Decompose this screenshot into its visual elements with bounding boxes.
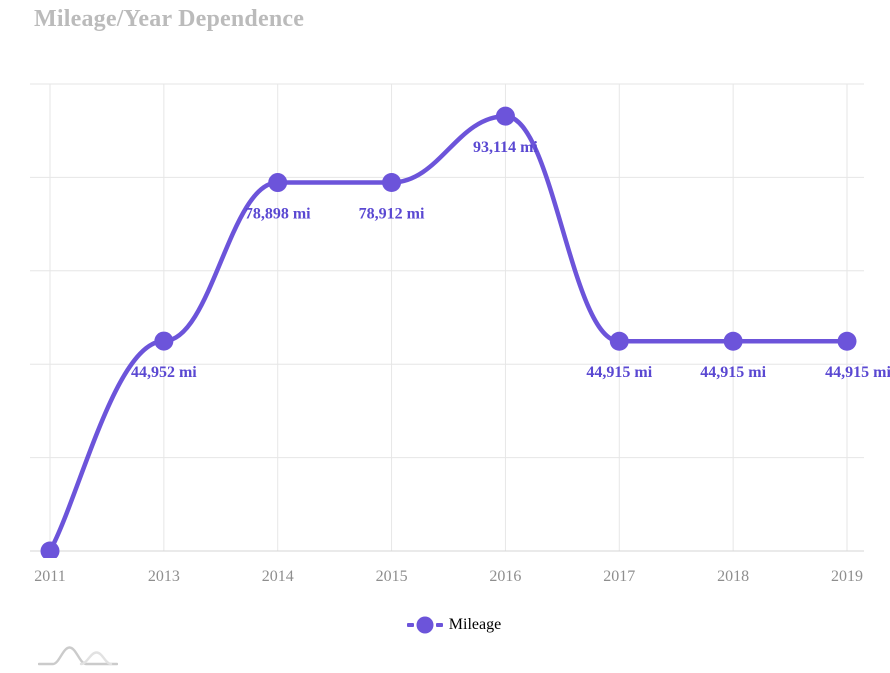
data-point-label: 78,898 mi — [245, 206, 311, 223]
data-point-label: 44,915 mi — [586, 364, 652, 381]
data-point-label: 44,915 mi — [700, 364, 766, 381]
data-point[interactable] — [40, 541, 60, 561]
data-point[interactable] — [837, 331, 857, 351]
x-axis-label: 2017 — [603, 568, 635, 585]
data-point[interactable] — [495, 106, 515, 126]
data-point[interactable] — [382, 172, 402, 192]
x-axis-label: 2013 — [148, 568, 180, 585]
data-point[interactable] — [723, 331, 743, 351]
data-point-label: 44,915 mi — [825, 364, 890, 381]
legend-marker-icon — [406, 616, 443, 634]
x-axis-label: 2015 — [376, 568, 408, 585]
legend-item-mileage[interactable]: Mileage — [406, 616, 502, 634]
data-point[interactable] — [268, 173, 288, 193]
data-point[interactable] — [154, 331, 174, 351]
data-point-label: 78,912 mi — [359, 205, 425, 222]
line-chart: 44,952 mi 78,898 mi 78,912 mi 93,114 mi 44,9… — [30, 83, 890, 585]
chart-title: Mileage/Year Dependence — [34, 6, 305, 32]
x-axis-label: 2018 — [717, 568, 749, 585]
data-point-label: 44,952 mi — [131, 364, 197, 381]
legend: Mileage — [0, 612, 890, 638]
data-point-label: 93,114 mi — [473, 139, 538, 156]
data-point[interactable] — [609, 331, 629, 351]
legend-label: Mileage — [448, 616, 502, 633]
x-axis-label: 2019 — [831, 568, 863, 585]
amcharts-logo-icon[interactable] — [38, 644, 118, 670]
x-axis-label: 2011 — [34, 568, 65, 585]
x-axis-label: 2014 — [262, 568, 294, 585]
x-axis-label: 2016 — [489, 568, 521, 585]
